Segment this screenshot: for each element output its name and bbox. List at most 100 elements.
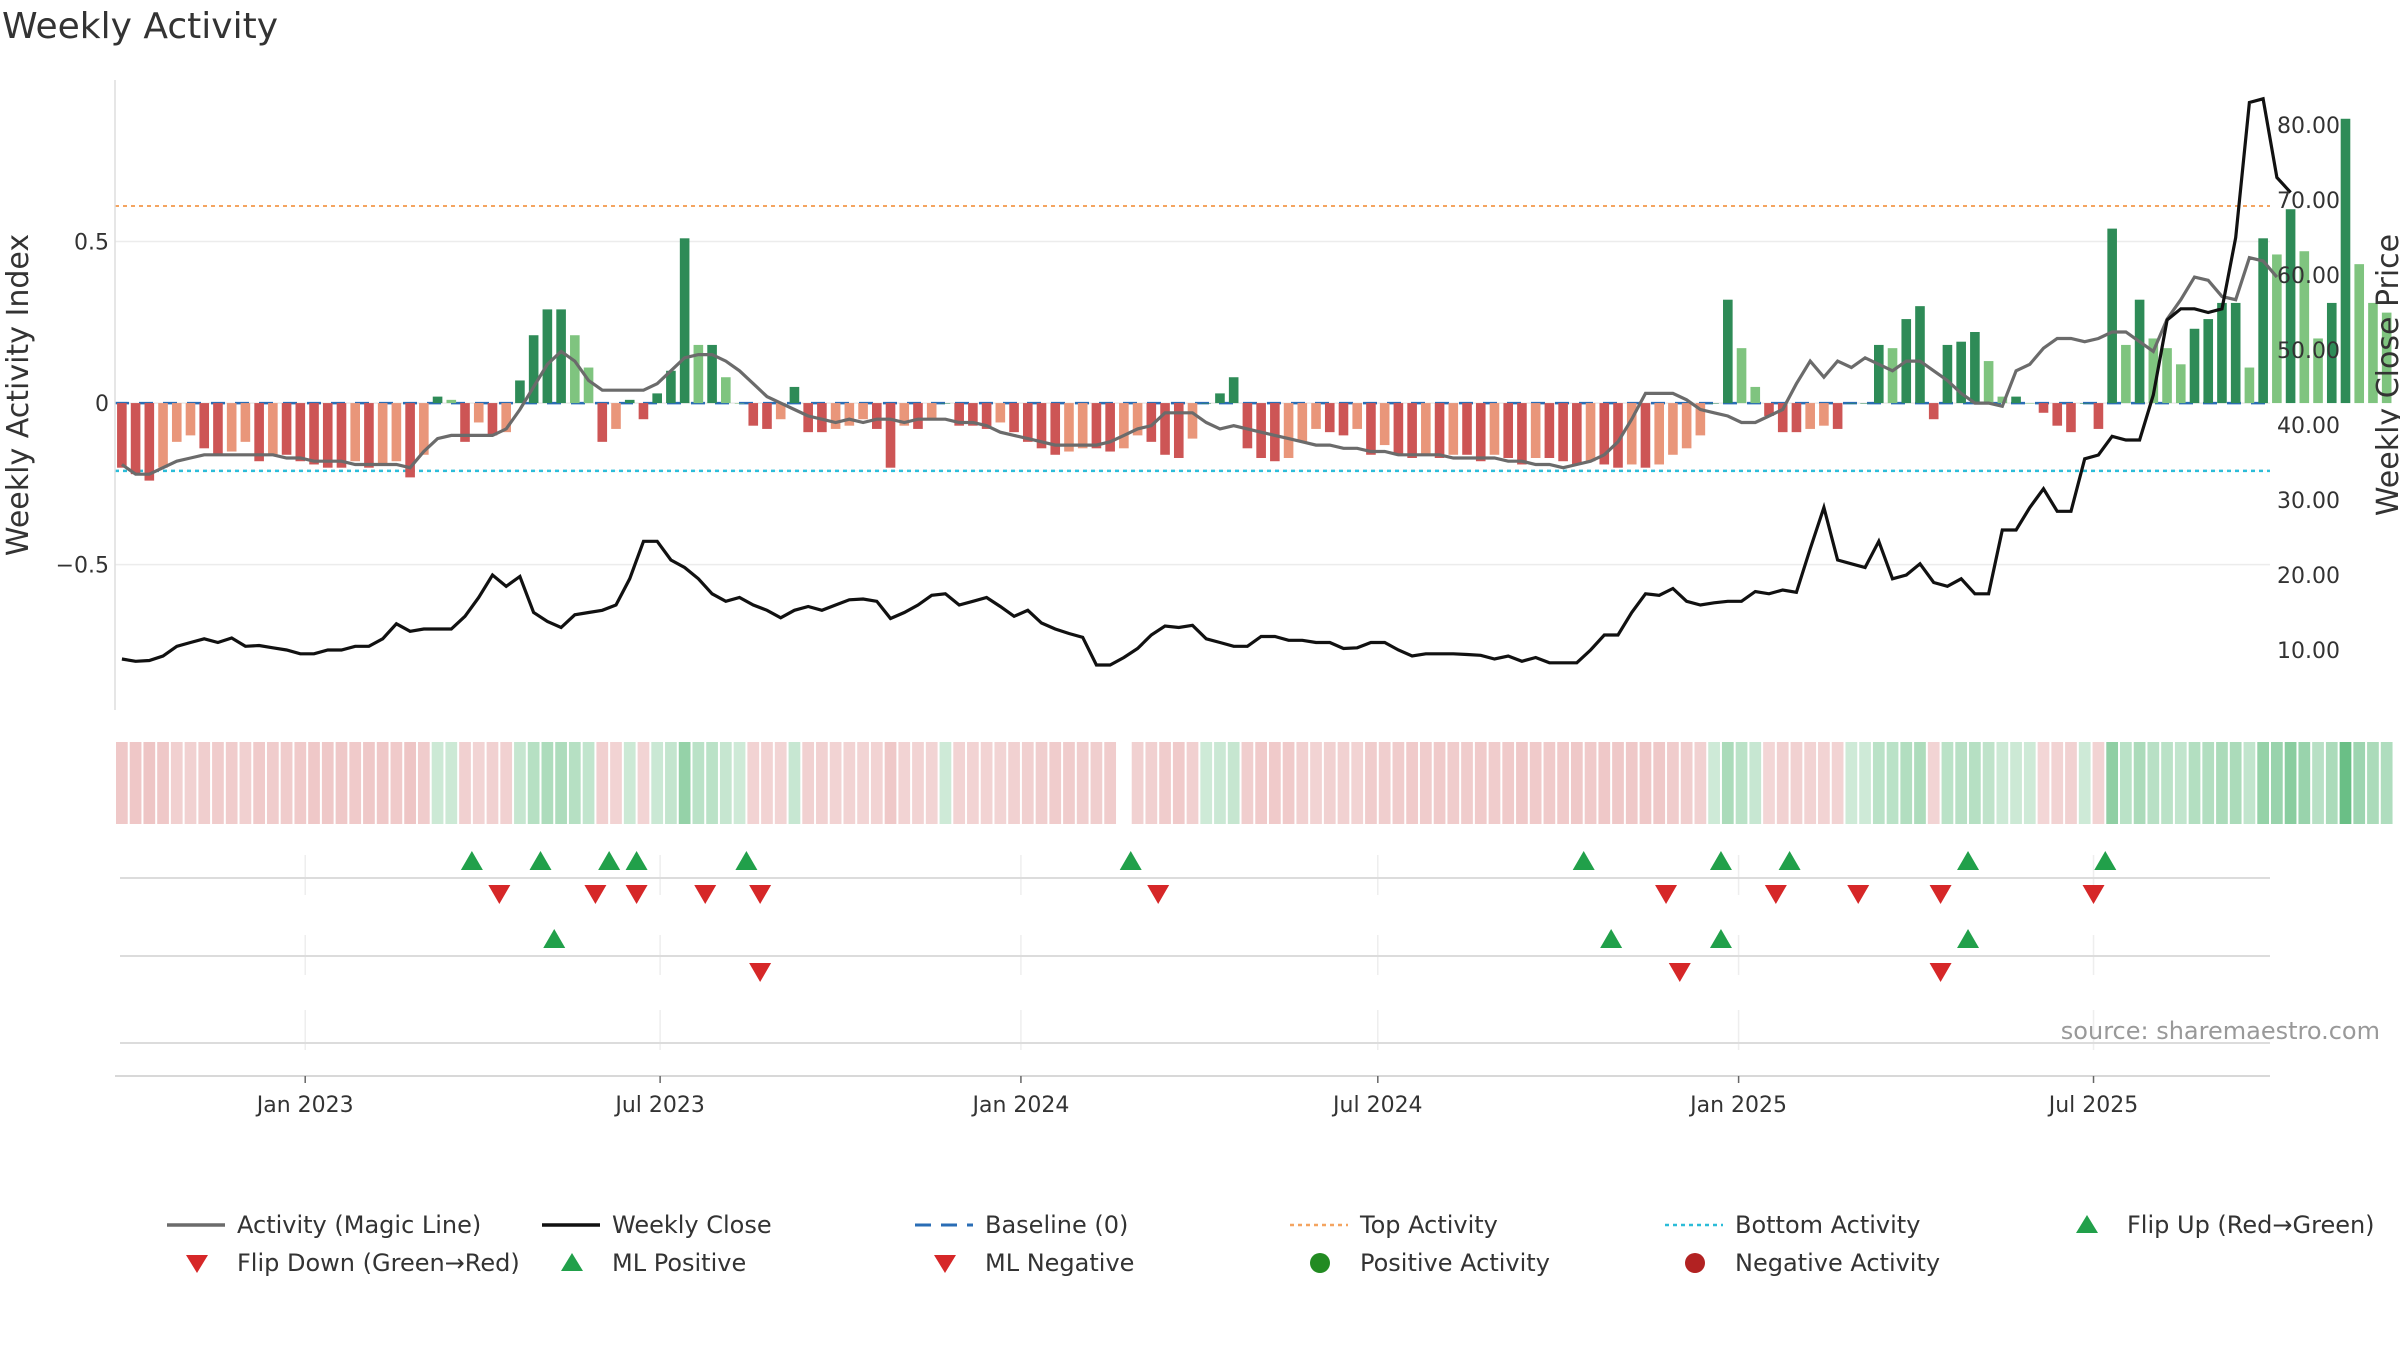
ml-positive-marker — [543, 929, 566, 948]
legend-swatch — [1685, 1253, 1705, 1273]
activity-bar — [1874, 344, 1884, 404]
activity-bar — [2230, 302, 2241, 404]
heat-strip-cell — [459, 742, 471, 824]
activity-bar — [1228, 377, 1239, 404]
heat-strip-cell — [335, 742, 348, 824]
activity-bar — [2121, 344, 2131, 404]
series-lines — [120, 96, 2292, 667]
signal-markers — [120, 851, 2270, 1044]
heat-strip-cell — [376, 742, 389, 824]
flip-down-marker — [749, 885, 772, 904]
activity-bar — [1572, 403, 1582, 465]
y2-tick-label: 80.00 — [2277, 114, 2340, 139]
magic-line-series — [120, 255, 2279, 476]
heat-strip-cell — [1900, 742, 1913, 824]
heat-strip-cell — [1708, 742, 1720, 824]
activity-bar — [1928, 403, 1939, 420]
activity-bar — [1187, 403, 1198, 439]
heat-strip-cell — [1845, 742, 1858, 824]
heat-strip-cell — [1955, 742, 1968, 824]
activity-bar — [1764, 403, 1774, 416]
activity-bar — [2024, 403, 2035, 404]
activity-bar — [1077, 403, 1088, 449]
activity-bar — [789, 386, 800, 404]
activity-bar — [1434, 403, 1445, 458]
heat-strip-cell — [321, 742, 334, 824]
weekly-close-series — [121, 96, 2292, 667]
heat-strip-cell — [1268, 742, 1281, 824]
heat-strip-cell — [1172, 742, 1185, 824]
activity-bar — [1201, 403, 1212, 404]
activity-bar — [926, 403, 937, 420]
heat-strip-cell — [706, 742, 718, 824]
heat-strip-cell — [1337, 742, 1350, 824]
activity-bar — [1160, 403, 1170, 455]
chart-title: Weekly Activity — [2, 6, 279, 47]
activity-bar — [1915, 306, 1925, 404]
heat-strip-cell — [568, 742, 581, 824]
ml-positive-marker — [1957, 929, 1980, 948]
y2-tick-label: 60.00 — [2277, 264, 2340, 289]
heat-strip-cell — [665, 742, 677, 824]
heat-strip-cell — [637, 742, 650, 824]
heat-strip-cell — [2312, 742, 2324, 824]
heat-strip-cell — [157, 742, 169, 824]
heat-strip-cell — [1776, 742, 1789, 824]
heat-strip-cell — [2202, 742, 2215, 824]
activity-bar — [1022, 403, 1033, 442]
activity-bar — [1970, 332, 1980, 404]
heat-strip-cell — [2092, 742, 2105, 824]
activity-bar — [1393, 403, 1404, 455]
heat-strip-cell — [692, 742, 705, 824]
flip-up-marker — [460, 851, 483, 870]
activity-bar — [2354, 264, 2365, 404]
heat-strip-cell — [1914, 742, 1926, 824]
heat-strip-cell — [2380, 742, 2393, 824]
heat-strip-cell — [472, 742, 485, 824]
x-axis: Jan 2023 Jul 2023 Jan 2024 Jul 2024 Jan 2025… — [115, 1075, 2270, 1118]
heat-strip-cell — [143, 742, 156, 824]
activity-bar — [638, 403, 649, 420]
activity-bar — [2175, 364, 2186, 404]
legend-label: Bottom Activity — [1735, 1211, 1920, 1239]
activity-bars — [117, 118, 2392, 481]
activity-bar — [515, 380, 525, 404]
legend-label: ML Negative — [985, 1249, 1134, 1277]
activity-bar — [1407, 403, 1417, 458]
heat-strip-cell — [1035, 742, 1048, 824]
y-axis-label: Weekly Activity Index — [1, 234, 36, 556]
activity-bar — [1448, 403, 1459, 455]
heat-strip-cell — [1008, 742, 1020, 824]
activity-bar — [968, 403, 978, 426]
activity-bar — [844, 403, 855, 426]
heat-strip-cell — [404, 742, 416, 824]
activity-bar — [1777, 403, 1788, 433]
flip-up-marker — [2094, 851, 2117, 870]
heat-strip-cell — [1021, 742, 1034, 824]
flip-down-marker — [1147, 885, 1170, 904]
activity-bar — [446, 399, 457, 404]
heat-strip-cell — [2216, 742, 2228, 824]
activity-bar — [1668, 403, 1678, 455]
heat-strip-cell — [514, 742, 526, 824]
heat-strip-cell — [445, 742, 458, 824]
activity-bar — [528, 335, 539, 404]
activity-bar — [2244, 367, 2255, 404]
activity-bar — [2162, 348, 2172, 404]
activity-bar — [501, 403, 511, 433]
activity-bar — [1750, 386, 1761, 404]
activity-bar — [309, 403, 319, 465]
activity-bar — [1832, 403, 1843, 429]
heat-strip-cell — [939, 742, 952, 824]
heat-strip-cell — [1282, 742, 1295, 824]
ml-negative-marker — [1668, 963, 1691, 982]
legend-item: Flip Up (Red→Green) — [2076, 1211, 2375, 1239]
activity-bar — [1723, 299, 1733, 404]
heat-strip-cell — [527, 742, 540, 824]
activity-bar — [1119, 403, 1129, 449]
heat-strip-cell — [239, 742, 252, 824]
activity-bar — [1324, 403, 1335, 433]
heat-strip-cell — [1488, 742, 1501, 824]
heat-strip-cell — [1474, 742, 1487, 824]
activity-bar — [1146, 403, 1157, 442]
